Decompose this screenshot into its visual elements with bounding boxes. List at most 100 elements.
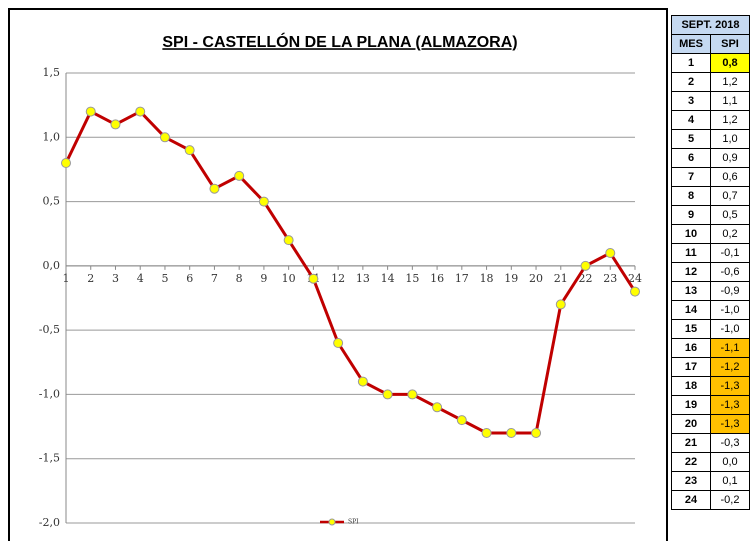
y-tick-label: 0,0 xyxy=(43,259,61,272)
y-tick-label: -2,0 xyxy=(39,516,60,529)
spi-cell: 0,0 xyxy=(710,452,750,472)
mes-cell: 17 xyxy=(671,357,711,377)
x-tick-label: 10 xyxy=(282,272,296,285)
spi-cell: 0,5 xyxy=(710,205,750,225)
mes-cell: 14 xyxy=(671,300,711,320)
point xyxy=(407,389,418,400)
table-row: 14 -1,0 xyxy=(671,300,750,320)
y-tick-label: 1,0 xyxy=(43,130,61,143)
point xyxy=(110,119,121,130)
spi-cell: -1,3 xyxy=(710,414,750,434)
table-row: 22 0,0 xyxy=(671,452,750,472)
mes-cell: 22 xyxy=(671,452,711,472)
x-tick-label: 21 xyxy=(554,272,568,285)
x-tick-label: 15 xyxy=(405,272,419,285)
spi-cell: -0,6 xyxy=(710,262,750,282)
point xyxy=(258,196,269,207)
table-row: 11 -0,1 xyxy=(671,243,750,263)
point xyxy=(61,158,71,168)
mes-cell: 23 xyxy=(671,471,711,491)
table-row: 13 -0,9 xyxy=(671,281,750,301)
spi-cell: -1,0 xyxy=(710,319,750,339)
y-tick-label: 0,5 xyxy=(43,195,61,208)
x-tick-label: 18 xyxy=(480,272,494,285)
spi-cell: 1,0 xyxy=(710,129,750,149)
x-tick-label: 6 xyxy=(186,272,193,285)
spi-cell: 0,2 xyxy=(710,224,750,244)
point xyxy=(283,235,294,246)
table-row: 8 0,7 xyxy=(671,186,750,206)
mes-cell: 5 xyxy=(671,129,711,149)
x-tick-label: 22 xyxy=(579,272,593,285)
spi-cell: 0,9 xyxy=(710,148,750,168)
table-row: 4 1,2 xyxy=(671,110,750,130)
series-line xyxy=(64,109,637,435)
table-row: 23 0,1 xyxy=(671,471,750,491)
point xyxy=(209,183,220,194)
x-tick-label: 14 xyxy=(381,272,395,285)
spi-cell: 0,6 xyxy=(710,167,750,187)
mes-cell: 18 xyxy=(671,376,711,396)
table-row: 16 -1,1 xyxy=(671,338,750,358)
table-row: 3 1,1 xyxy=(671,91,750,111)
table-row: 10 0,2 xyxy=(671,224,750,244)
table-row: 17 -1,2 xyxy=(671,357,750,377)
mes-cell: 15 xyxy=(671,319,711,339)
spi-table: SEPT. 2018 MES SPI 1 0,8 2 1,2 3 1,1 4 1,2 5 1,0 6 0… xyxy=(671,15,750,510)
mes-cell: 16 xyxy=(671,338,711,358)
table-row: 2 1,2 xyxy=(671,72,750,92)
x-tick-label: 13 xyxy=(356,272,370,285)
mes-cell: 3 xyxy=(671,91,711,111)
table-row: 5 1,0 xyxy=(671,129,750,149)
point xyxy=(531,428,542,438)
mes-cell: 12 xyxy=(671,262,711,282)
spi-cell: -0,1 xyxy=(710,243,750,263)
spi-cell: -0,3 xyxy=(710,433,750,453)
legend-label: SPI xyxy=(348,519,359,526)
point xyxy=(630,286,640,297)
point xyxy=(555,299,566,310)
table-title: SEPT. 2018 xyxy=(671,15,750,35)
table-row: 15 -1,0 xyxy=(671,319,750,339)
point xyxy=(506,428,517,438)
point xyxy=(159,132,170,143)
x-tick-label: 12 xyxy=(331,272,345,285)
point xyxy=(85,106,96,117)
table-row: 20 -1,3 xyxy=(671,414,750,434)
mes-cell: 19 xyxy=(671,395,711,415)
x-tick-label: 5 xyxy=(161,272,168,285)
mes-cell: 8 xyxy=(671,186,711,206)
spi-cell: -1,3 xyxy=(710,395,750,415)
legend-marker xyxy=(328,518,336,526)
mes-cell: 9 xyxy=(671,205,711,225)
x-tick-label: 7 xyxy=(211,272,218,285)
table-row: 6 0,9 xyxy=(671,148,750,168)
spi-cell: 1,2 xyxy=(710,72,750,92)
mes-cell: 24 xyxy=(671,490,711,510)
spi-cell: -1,3 xyxy=(710,376,750,396)
mes-cell: 20 xyxy=(671,414,711,434)
spi-cell: -1,0 xyxy=(710,300,750,320)
chart: SPI - CASTELLÓN DE LA PLANA (ALMAZORA) 1… xyxy=(8,8,668,541)
x-tick-label: 23 xyxy=(603,272,617,285)
x-tick-label: 8 xyxy=(236,272,243,285)
x-tick-label: 3 xyxy=(112,272,119,285)
mes-cell: 13 xyxy=(671,281,711,301)
y-tick-label: -0,5 xyxy=(39,323,60,336)
column-header: SPI xyxy=(710,34,750,54)
mes-cell: 10 xyxy=(671,224,711,244)
point xyxy=(481,428,492,438)
table-row: 9 0,5 xyxy=(671,205,750,225)
chart-title: SPI - CASTELLÓN DE LA PLANA (ALMAZORA) xyxy=(162,32,517,51)
point xyxy=(184,145,195,156)
table-row: 19 -1,3 xyxy=(671,395,750,415)
x-tick-label: 1 xyxy=(63,272,70,285)
x-tick-label: 4 xyxy=(137,272,144,285)
point xyxy=(605,248,616,258)
spi-cell: -1,1 xyxy=(710,338,750,358)
point xyxy=(234,170,245,181)
column-header: MES xyxy=(671,34,711,54)
spi-cell: -0,9 xyxy=(710,281,750,301)
point xyxy=(135,106,146,117)
